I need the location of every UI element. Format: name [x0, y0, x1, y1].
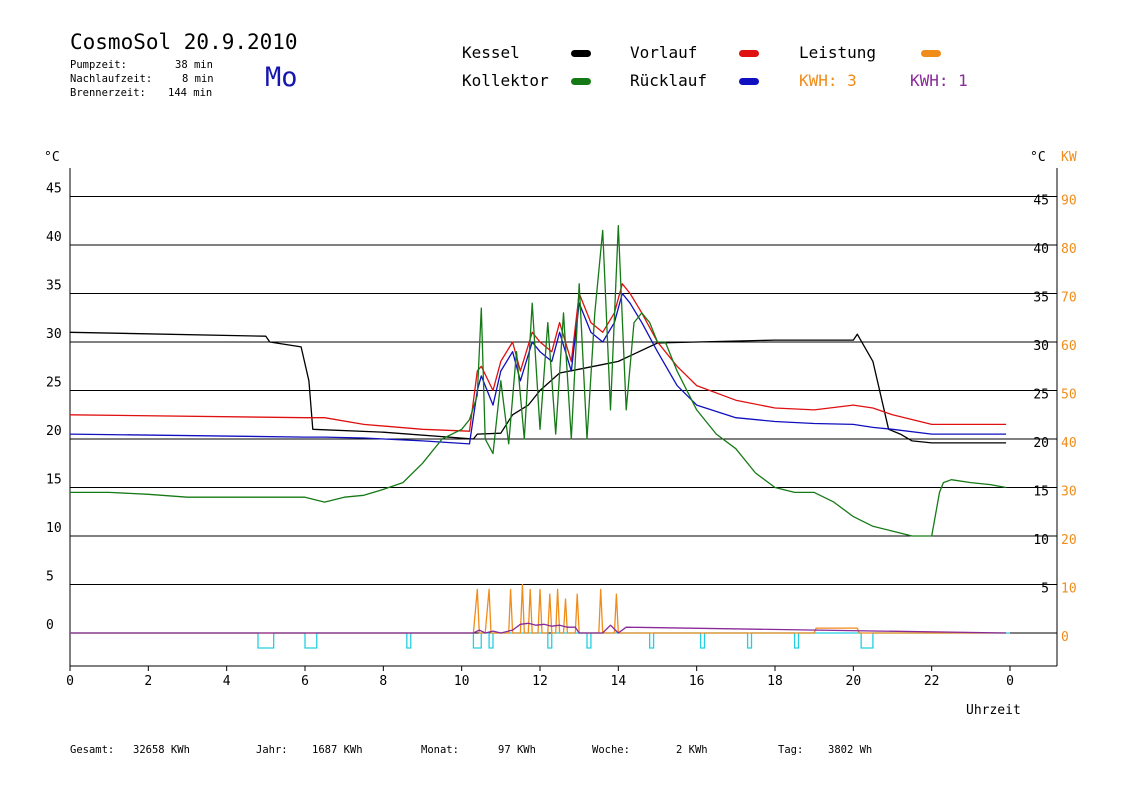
footer-jahr-label: Jahr:	[256, 744, 288, 756]
x-tick-label: 0	[66, 674, 74, 689]
y-tick-label-right: 30	[1033, 339, 1049, 354]
kw-tick-label: 30	[1061, 485, 1077, 500]
y-tick-label-right: 20	[1033, 436, 1049, 451]
kw-tick-label: 50	[1061, 388, 1077, 403]
footer-gesamt-value: 32658 KWh	[133, 744, 190, 756]
footer-tag-label: Tag:	[778, 744, 804, 756]
x-tick-label: 18	[767, 674, 783, 689]
footer-woche-value: 2 KWh	[676, 744, 708, 756]
kw-tick-label: 20	[1061, 533, 1077, 548]
x-tick-label: 14	[611, 674, 627, 689]
kw-tick-label: 40	[1061, 436, 1077, 451]
x-tick-label: 20	[846, 674, 862, 689]
y-tick-label-right: 40	[1033, 242, 1049, 257]
y-tick-label: 20	[46, 424, 62, 439]
kw-tick-label: 60	[1061, 339, 1077, 354]
kw-axis-unit: KW	[1061, 150, 1077, 165]
brenner-time-value: 144 min	[168, 87, 213, 99]
nachlauf-time-value: 8 min	[182, 73, 214, 85]
legend-kwh-second: KWH: 1	[910, 71, 968, 90]
x-tick-label: 10	[454, 674, 470, 689]
weekday-label: Mo	[265, 62, 298, 93]
footer-tag-value: 3802 Wh	[828, 744, 873, 756]
x-tick-label: 2	[144, 674, 152, 689]
y-tick-label: 0	[46, 618, 54, 633]
pump-signal	[70, 632, 1010, 649]
y-tick-label: 10	[46, 521, 62, 536]
y-tick-label: 40	[46, 230, 62, 245]
kw-tick-label: 0	[1061, 630, 1069, 645]
chart-title: CosmoSol 20.9.2010	[70, 30, 298, 54]
legend-vorlauf: Vorlauf	[630, 43, 698, 62]
y-tick-label-right: 35	[1033, 291, 1049, 306]
series-ruecklauf	[69, 292, 1007, 445]
x-tick-label: 4	[223, 674, 231, 689]
legend-ruecklauf-swatch	[739, 78, 759, 85]
legend-kollektor-swatch	[571, 78, 591, 85]
series-kwh2	[70, 622, 1007, 634]
legend-leistung-swatch	[921, 50, 941, 57]
y-tick-label: 5	[46, 570, 54, 585]
nachlauf-time-label: Nachlaufzeit:	[70, 73, 153, 85]
x-tick-label: 8	[379, 674, 387, 689]
x-tick-label: 0	[1006, 674, 1014, 689]
footer-jahr-value: 1687 KWh	[312, 744, 363, 756]
x-tick-label: 6	[301, 674, 309, 689]
y-tick-label-right: 5	[1041, 582, 1049, 597]
y-tick-label: 25	[46, 376, 62, 391]
legend-vorlauf-swatch	[739, 50, 759, 57]
series-kollektor	[70, 224, 1007, 537]
legend-kessel: Kessel	[462, 43, 520, 62]
y-tick-label: 30	[46, 327, 62, 342]
legend-leistung: Leistung	[799, 43, 877, 62]
y-axis-unit-left: °C	[44, 150, 60, 165]
x-axis-title: Uhrzeit	[966, 703, 1021, 718]
kw-tick-label: 10	[1061, 582, 1077, 597]
kw-tick-label: 80	[1061, 242, 1077, 257]
pump-time-value: 38 min	[175, 59, 213, 71]
legend-ruecklauf: Rücklauf	[630, 71, 708, 90]
series-leistung	[70, 583, 1007, 634]
x-tick-label: 12	[532, 674, 548, 689]
footer-monat-value: 97 KWh	[498, 744, 536, 756]
series-kessel	[69, 331, 1007, 444]
y-tick-label: 45	[46, 182, 62, 197]
footer-monat-label: Monat:	[421, 744, 459, 756]
kw-tick-label: 70	[1061, 291, 1077, 306]
y-tick-label-right: 25	[1033, 388, 1049, 403]
brenner-time-label: Brennerzeit:	[70, 87, 146, 99]
x-tick-label: 22	[924, 674, 940, 689]
y-axis-unit-right: °C	[1030, 150, 1046, 165]
y-tick-label-right: 15	[1033, 485, 1049, 500]
footer-gesamt-label: Gesamt:	[70, 744, 115, 756]
y-tick-label-right: 10	[1033, 533, 1049, 548]
x-tick-label: 16	[689, 674, 705, 689]
y-tick-label-right: 45	[1033, 194, 1049, 209]
legend-kessel-swatch	[571, 50, 591, 57]
kw-tick-label: 90	[1061, 194, 1077, 209]
y-tick-label: 35	[46, 279, 62, 294]
y-tick-label: 15	[46, 473, 62, 488]
legend-kwh-total: KWH: 3	[799, 71, 857, 90]
pump-time-label: Pumpzeit:	[70, 59, 127, 71]
series-vorlauf	[69, 283, 1007, 432]
footer-woche-label: Woche:	[592, 744, 630, 756]
legend-kollektor: Kollektor	[462, 71, 549, 90]
